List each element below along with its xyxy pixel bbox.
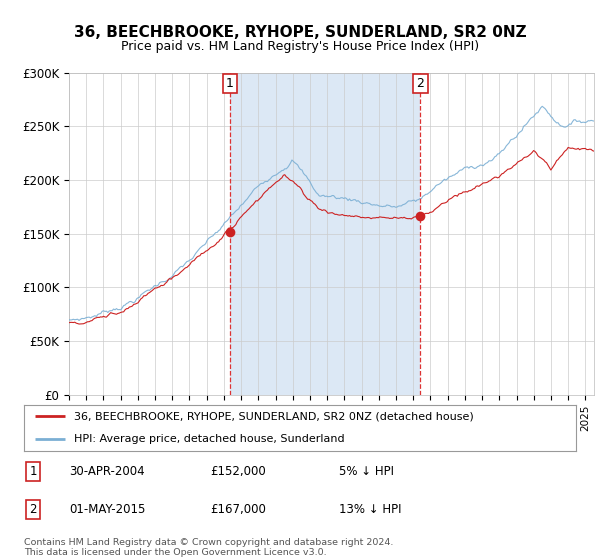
Bar xyxy=(230,73,421,395)
Text: 36, BEECHBROOKE, RYHOPE, SUNDERLAND, SR2 0NZ (detached house): 36, BEECHBROOKE, RYHOPE, SUNDERLAND, SR2… xyxy=(74,412,473,421)
Text: 36, BEECHBROOKE, RYHOPE, SUNDERLAND, SR2 0NZ: 36, BEECHBROOKE, RYHOPE, SUNDERLAND, SR2… xyxy=(74,25,526,40)
Text: £152,000: £152,000 xyxy=(210,465,266,478)
Text: Price paid vs. HM Land Registry's House Price Index (HPI): Price paid vs. HM Land Registry's House … xyxy=(121,40,479,53)
Text: 13% ↓ HPI: 13% ↓ HPI xyxy=(339,503,401,516)
Text: 01-MAY-2015: 01-MAY-2015 xyxy=(69,503,145,516)
Text: 5% ↓ HPI: 5% ↓ HPI xyxy=(339,465,394,478)
Text: Contains HM Land Registry data © Crown copyright and database right 2024.
This d: Contains HM Land Registry data © Crown c… xyxy=(24,538,394,557)
Text: 1: 1 xyxy=(29,465,37,478)
Text: 2: 2 xyxy=(29,503,37,516)
Text: 2: 2 xyxy=(416,77,424,90)
Text: 1: 1 xyxy=(226,77,233,90)
Text: HPI: Average price, detached house, Sunderland: HPI: Average price, detached house, Sund… xyxy=(74,435,344,444)
Text: 30-APR-2004: 30-APR-2004 xyxy=(69,465,145,478)
Text: £167,000: £167,000 xyxy=(210,503,266,516)
